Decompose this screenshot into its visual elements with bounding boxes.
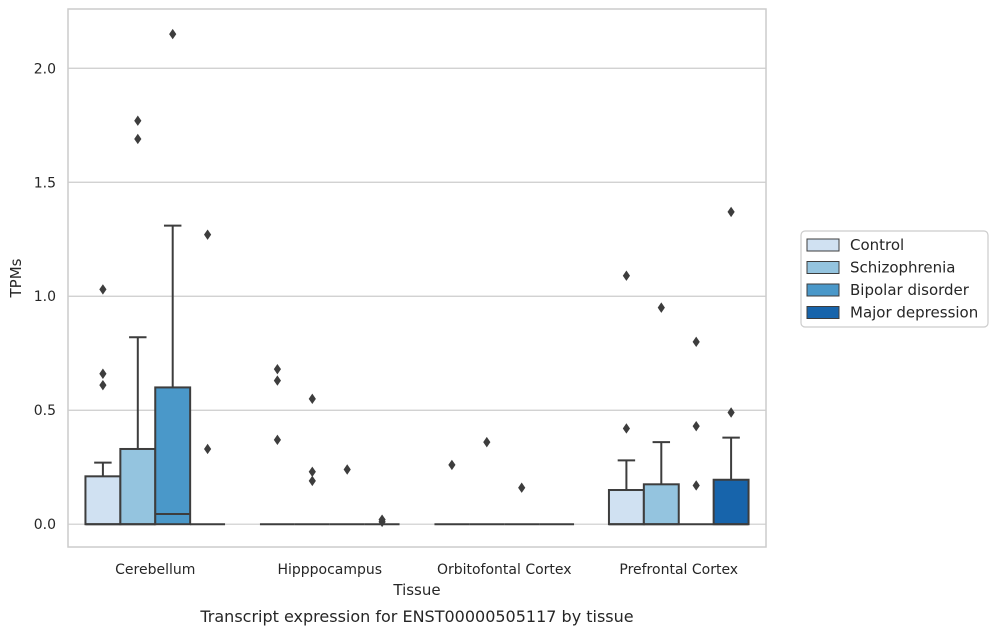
outlier-point	[308, 466, 316, 477]
outlier-point	[99, 284, 107, 295]
box-rect	[712, 478, 750, 526]
legend-label: Control	[850, 236, 904, 254]
box-rect	[642, 483, 680, 526]
legend-label: Bipolar disorder	[850, 281, 970, 299]
box-group	[678, 336, 714, 526]
y-ticks-layer: 0.0 0.5 1.0 1.5 2.0	[34, 61, 56, 533]
legend-label: Major depression	[850, 304, 978, 322]
x-tick-label: Orbitofontal Cortex	[437, 562, 572, 578]
y-tick-label: 0.5	[34, 403, 56, 419]
outlier-point	[204, 443, 212, 455]
outlier-point	[134, 115, 142, 126]
legend-swatch	[806, 261, 840, 274]
x-tick-label: Prefrontal Cortex	[619, 562, 738, 578]
box-group	[259, 363, 295, 526]
box-rect	[154, 386, 192, 526]
outlier-point	[622, 270, 630, 281]
x-axis-label: Tissue	[392, 581, 440, 599]
outlier-point	[727, 407, 735, 418]
legend-swatch	[806, 238, 840, 252]
outlier-point	[448, 459, 456, 471]
outlier-point	[99, 368, 107, 379]
outlier-point	[692, 336, 700, 348]
legend: Control Schizophrenia Bipolar disorder Majo…	[800, 230, 989, 328]
outlier-point	[273, 363, 281, 375]
box-group	[84, 284, 122, 526]
outlier-point	[273, 375, 281, 386]
plot-frame	[67, 8, 767, 548]
box-group	[712, 206, 750, 526]
box-group	[364, 514, 400, 528]
x-tick-label: Cerebellum	[115, 562, 195, 578]
x-tick-label: Hipppocampus	[277, 562, 382, 578]
outlier-point	[518, 482, 526, 493]
outlier-point	[483, 436, 491, 448]
x-ticks-layer: Cerebellum Hipppocampus Orbitofontal Corte…	[115, 562, 738, 578]
chart-caption: Transcript expression for ENST0000050511…	[199, 607, 633, 626]
box-group	[154, 28, 192, 526]
y-tick-label: 1.5	[34, 175, 56, 191]
y-tick-label: 2.0	[34, 61, 56, 77]
box-group	[607, 270, 645, 526]
outlier-point	[99, 379, 107, 391]
outlier-point	[273, 434, 281, 446]
outlier-point	[378, 516, 386, 528]
y-tick-label: 1.0	[34, 289, 56, 305]
outlier-point	[308, 475, 316, 487]
outlier-point	[692, 480, 700, 491]
boxes-layer	[84, 28, 750, 528]
outlier-point	[727, 206, 735, 218]
legend-swatch	[806, 306, 840, 319]
legend-frame	[800, 230, 989, 328]
outlier-point	[308, 393, 316, 405]
box-group	[469, 436, 505, 526]
box-group	[642, 302, 680, 526]
box-group	[434, 459, 470, 526]
legend-swatch	[806, 283, 840, 297]
outlier-point	[204, 229, 212, 240]
box-rect	[607, 489, 645, 526]
y-tick-label: 0.0	[34, 517, 56, 533]
outlier-point	[169, 28, 177, 40]
box-group	[190, 229, 226, 526]
box-group	[294, 393, 330, 526]
outlier-point	[692, 420, 700, 432]
box-rect	[119, 447, 157, 526]
box-group	[504, 482, 540, 526]
outlier-point	[657, 302, 665, 313]
legend-label: Schizophrenia	[850, 259, 955, 277]
y-axis-label: TPMs	[7, 258, 25, 298]
outlier-point	[622, 423, 630, 434]
outlier-point	[134, 133, 142, 145]
box-group	[329, 464, 365, 526]
outlier-point	[343, 464, 351, 475]
box-rect	[84, 475, 122, 526]
box-group	[119, 115, 157, 526]
